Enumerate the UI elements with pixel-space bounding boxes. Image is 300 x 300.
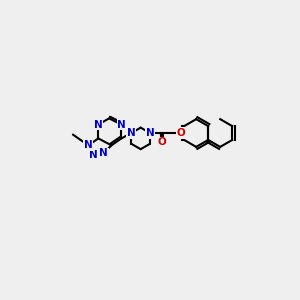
Text: O: O: [176, 128, 185, 138]
Text: N: N: [84, 140, 93, 150]
Text: N: N: [146, 128, 154, 138]
Text: N: N: [94, 119, 103, 130]
Text: N: N: [117, 119, 126, 130]
Text: N: N: [127, 128, 136, 138]
Text: O: O: [157, 137, 166, 147]
Text: N: N: [99, 148, 108, 158]
Text: N: N: [89, 150, 98, 160]
